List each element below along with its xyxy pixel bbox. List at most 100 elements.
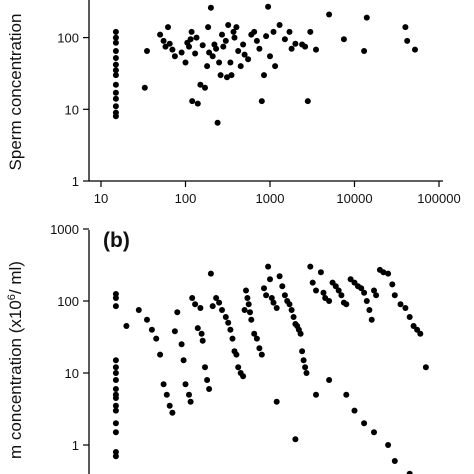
data-point <box>171 328 178 335</box>
data-point <box>361 48 368 54</box>
data-point <box>160 381 167 388</box>
data-point <box>197 305 204 311</box>
data-point <box>290 314 297 320</box>
data-point <box>363 14 370 21</box>
data-point <box>112 28 119 35</box>
data-point <box>186 391 192 398</box>
data-point <box>343 391 350 398</box>
data-point <box>209 303 216 310</box>
data-point <box>213 295 220 301</box>
data-point <box>112 67 119 74</box>
data-point <box>214 119 221 126</box>
y-tick-label: 10 <box>65 102 79 117</box>
data-point <box>233 351 240 358</box>
data-point <box>313 391 319 398</box>
data-point <box>347 276 354 283</box>
data-point <box>207 4 214 11</box>
panel-b-scatter-plot: (b) 1 10 100 1000 m concentration (x106/ ml… <box>6 222 429 474</box>
data-point <box>270 28 277 35</box>
data-point <box>251 330 258 337</box>
x-tick-label: 10 <box>94 191 108 206</box>
data-point <box>273 305 280 311</box>
data-point <box>180 357 187 364</box>
panel-b-y-axis-title: m concentration (x106/ ml) <box>6 261 25 459</box>
data-point <box>380 269 387 276</box>
data-point <box>192 50 199 57</box>
data-point <box>363 298 370 304</box>
data-point <box>371 429 377 436</box>
data-point <box>112 34 119 41</box>
data-point <box>279 283 286 290</box>
data-point <box>166 402 173 409</box>
data-point <box>227 59 234 66</box>
panel-b-y-ticks: 1 10 100 1000 <box>50 222 89 453</box>
data-point <box>228 72 235 79</box>
data-point <box>288 45 295 52</box>
data-point <box>230 28 237 35</box>
y-tick-label: 1000 <box>50 222 79 237</box>
data-point <box>187 398 194 405</box>
data-point <box>199 337 206 344</box>
data-point <box>157 31 164 38</box>
data-point <box>299 348 306 355</box>
data-point <box>276 22 283 28</box>
data-point <box>165 24 171 31</box>
data-point <box>361 420 368 427</box>
data-point <box>144 48 150 54</box>
data-point <box>248 316 255 323</box>
data-point <box>112 377 119 383</box>
data-point <box>402 24 409 31</box>
x-tick-label: 100 <box>175 191 197 206</box>
data-point <box>206 49 213 56</box>
data-point <box>202 84 208 91</box>
data-point <box>273 398 280 405</box>
data-point <box>187 36 194 43</box>
data-point <box>268 295 275 301</box>
panel-b-label: (b) <box>103 229 130 252</box>
data-point <box>182 381 189 388</box>
data-point <box>335 287 342 294</box>
data-point <box>338 292 345 299</box>
data-point <box>297 330 304 337</box>
data-point <box>216 299 223 306</box>
data-point <box>112 370 119 376</box>
data-point <box>240 373 247 380</box>
data-point <box>112 420 119 427</box>
data-point <box>245 56 252 63</box>
data-point <box>404 37 411 44</box>
data-point <box>368 316 375 323</box>
y-tick-label: 100 <box>57 31 79 46</box>
data-point <box>417 330 424 337</box>
data-point <box>169 409 176 416</box>
data-point <box>112 89 119 96</box>
data-point <box>198 330 205 337</box>
data-point <box>112 407 119 414</box>
y-tick-label: 100 <box>57 294 79 309</box>
data-point <box>235 48 242 54</box>
data-point <box>112 72 119 79</box>
x-tick-label: 10000 <box>336 191 372 206</box>
data-point <box>406 470 413 474</box>
data-point <box>123 323 130 329</box>
data-point <box>265 263 272 270</box>
data-point <box>240 41 247 48</box>
data-point <box>112 453 119 460</box>
data-point <box>391 458 398 464</box>
data-point <box>227 326 234 333</box>
panel-a-y-axis-title: Sperm concentration <box>6 14 25 171</box>
data-point <box>270 299 277 306</box>
data-point <box>135 307 142 313</box>
data-point <box>112 103 119 110</box>
data-point <box>202 364 208 371</box>
data-point <box>171 53 178 60</box>
data-point <box>204 377 211 383</box>
data-point <box>112 113 119 120</box>
data-point <box>253 335 260 342</box>
data-point <box>112 449 119 455</box>
data-point <box>207 270 214 277</box>
data-point <box>112 402 119 409</box>
data-point <box>189 295 196 301</box>
data-point <box>112 61 119 68</box>
data-point <box>194 100 201 107</box>
data-point <box>178 49 185 56</box>
